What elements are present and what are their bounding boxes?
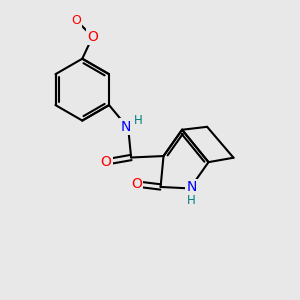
Text: O: O	[131, 177, 142, 191]
Text: H: H	[134, 114, 142, 127]
Text: N: N	[186, 180, 197, 194]
Text: O: O	[101, 155, 112, 169]
Text: N: N	[121, 120, 131, 134]
Text: H: H	[187, 194, 196, 207]
Text: O: O	[71, 14, 81, 27]
Text: O: O	[87, 30, 98, 44]
